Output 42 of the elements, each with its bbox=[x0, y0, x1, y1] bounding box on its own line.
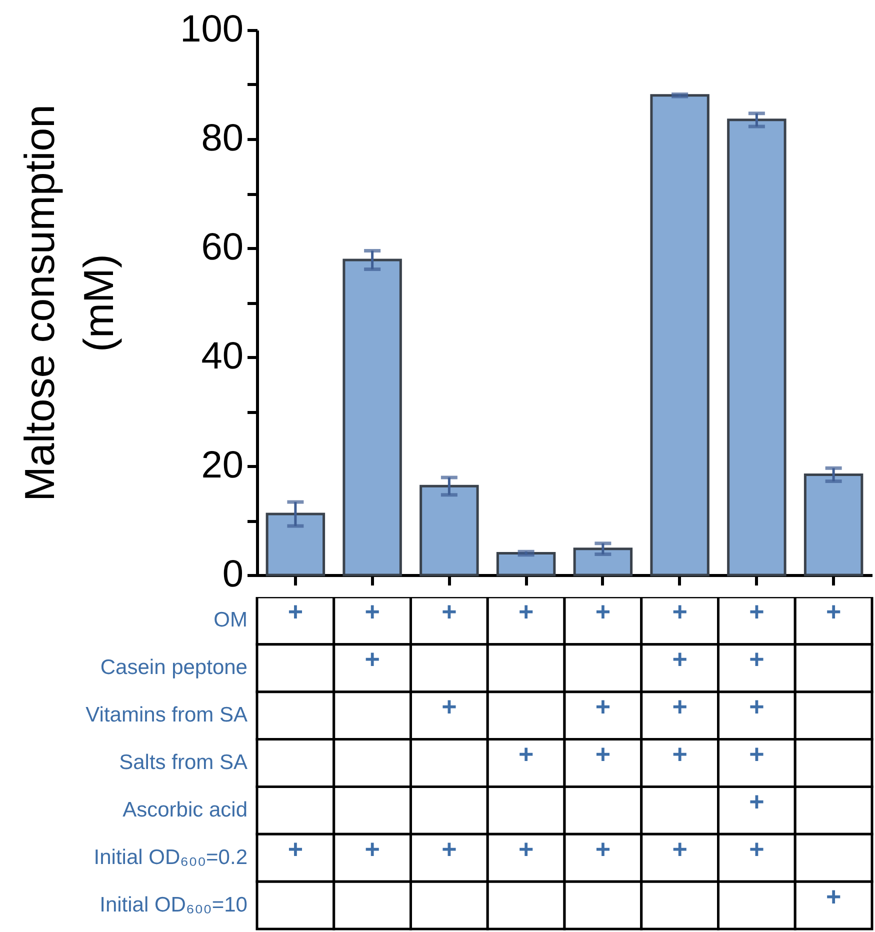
text: + bbox=[595, 739, 611, 769]
text: + bbox=[364, 834, 380, 864]
text: + bbox=[749, 692, 764, 722]
text: + bbox=[288, 596, 304, 627]
text: + bbox=[442, 692, 457, 722]
text: + bbox=[518, 596, 534, 627]
text: + bbox=[672, 739, 688, 769]
y-tick-label: 60 bbox=[201, 226, 244, 268]
y-tick-label: 80 bbox=[201, 118, 244, 160]
y-tick-label: Initial OD₆₀₀=10 bbox=[100, 893, 248, 916]
text: + bbox=[364, 644, 380, 674]
y-tick-label: Initial OD₆₀₀=0.2 bbox=[94, 846, 248, 869]
y-axis-title: Maltose consumption (mM) bbox=[15, 104, 123, 502]
y-tick-label: 0 bbox=[222, 554, 244, 596]
y-tick-label: Ascorbic acid bbox=[122, 798, 248, 822]
y-tick-label: Salts from SA bbox=[119, 751, 248, 774]
text: + bbox=[749, 596, 764, 627]
text: + bbox=[749, 834, 764, 864]
y-tick-label: 40 bbox=[201, 336, 244, 378]
y-tick-label: OM bbox=[214, 608, 248, 632]
text: + bbox=[595, 834, 611, 864]
text: + bbox=[826, 596, 842, 627]
text: + bbox=[442, 596, 457, 627]
y-tick-label: Casein peptone bbox=[100, 656, 248, 680]
text: + bbox=[826, 881, 842, 912]
text: + bbox=[518, 834, 534, 864]
text: + bbox=[595, 692, 611, 722]
text: + bbox=[518, 739, 534, 769]
text: + bbox=[595, 596, 611, 627]
text: + bbox=[364, 596, 380, 627]
text: + bbox=[672, 834, 688, 864]
y-tick-label: 100 bbox=[180, 8, 244, 50]
text: + bbox=[749, 644, 764, 674]
text: + bbox=[442, 834, 457, 864]
text: + bbox=[672, 596, 688, 627]
y-tick-label: 20 bbox=[201, 444, 244, 486]
text: + bbox=[672, 644, 688, 674]
text: + bbox=[288, 834, 304, 864]
text: + bbox=[672, 692, 688, 722]
text: + bbox=[749, 739, 764, 769]
y-tick-label: Vitamins from SA bbox=[86, 704, 248, 727]
text: + bbox=[749, 786, 764, 816]
